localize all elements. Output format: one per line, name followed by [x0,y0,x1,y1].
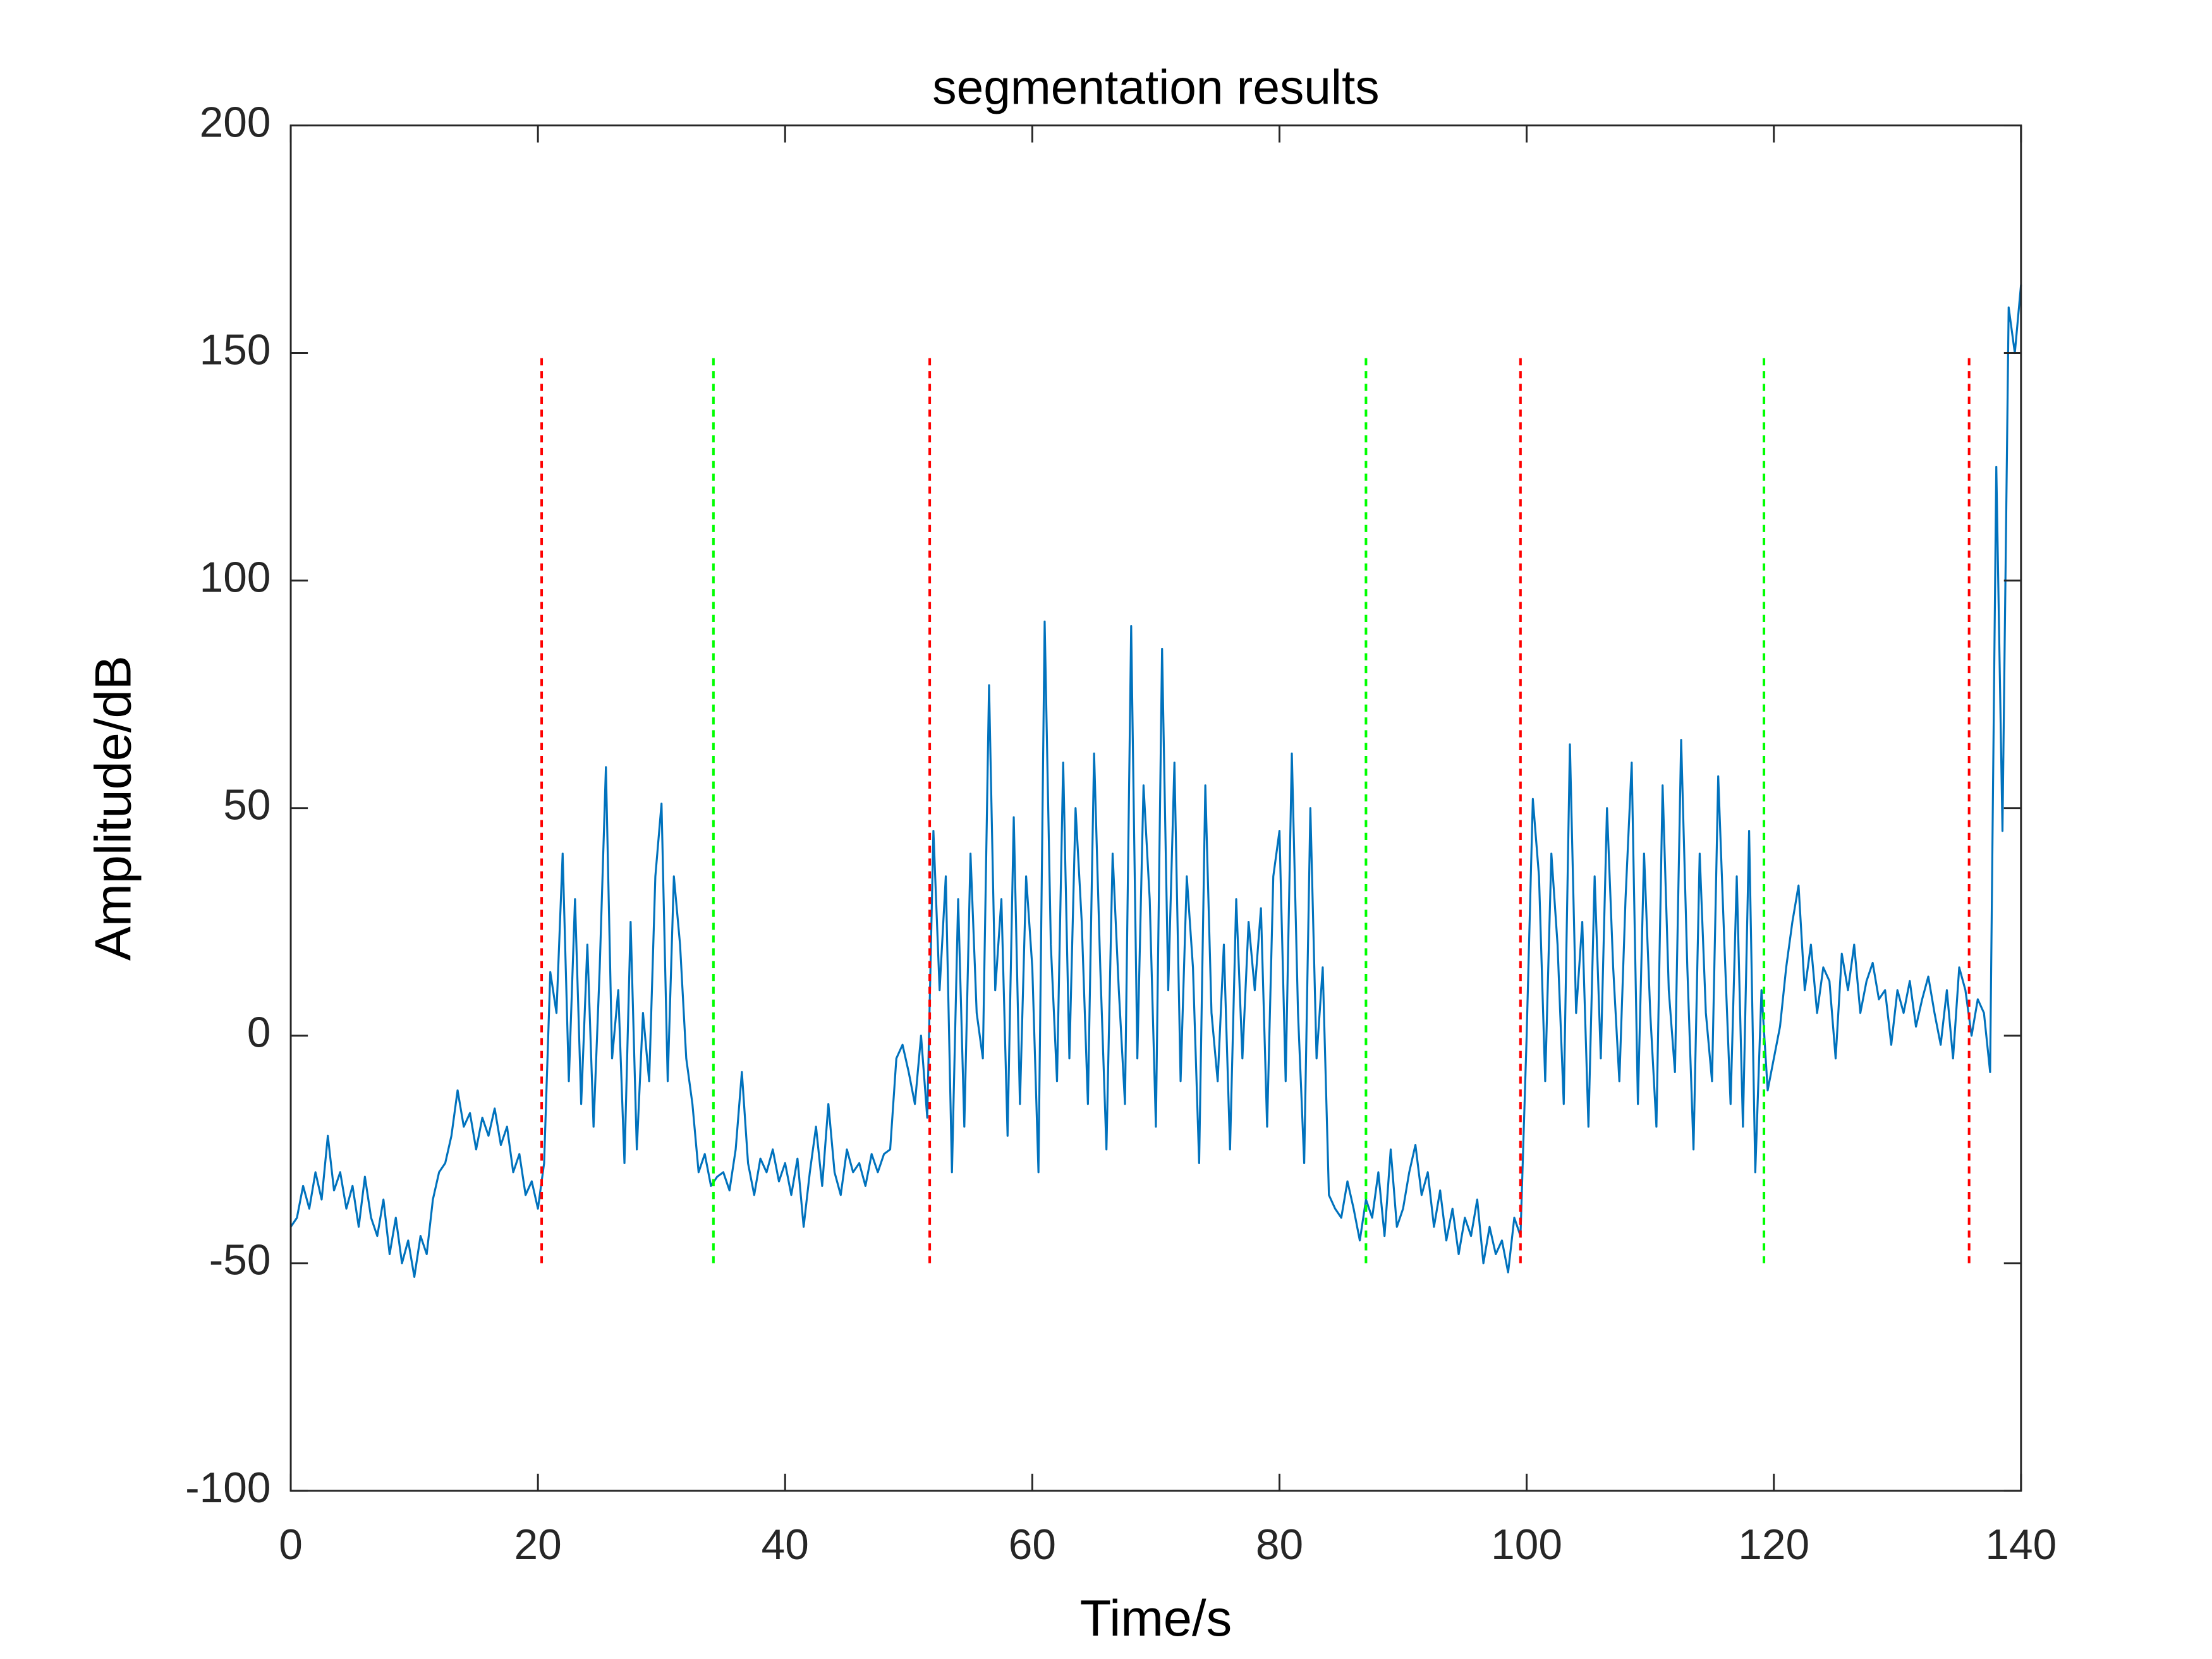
y-tick-label: 150 [200,326,271,374]
chart-title: segmentation results [932,61,1379,115]
y-tick-label: -50 [209,1237,271,1284]
x-tick-label: 100 [1491,1521,1562,1569]
x-tick-label: 80 [1256,1521,1303,1569]
x-tick-label: 120 [1738,1521,1809,1569]
y-tick-label: -100 [185,1464,270,1512]
y-tick-label: 200 [200,99,271,146]
y-tick-label: 50 [223,782,270,829]
y-tick-label: 0 [247,1009,271,1057]
x-tick-label: 20 [514,1521,562,1569]
x-tick-label: 0 [279,1521,303,1569]
x-tick-label: 140 [1985,1521,2057,1569]
y-axis-label: Amplitude/dB [85,655,142,961]
x-tick-label: 60 [1009,1521,1056,1569]
x-axis-label: Time/s [1080,1590,1232,1647]
y-tick-label: 100 [200,554,271,601]
signal-line [289,284,2022,1278]
x-tick-label: 40 [762,1521,809,1569]
